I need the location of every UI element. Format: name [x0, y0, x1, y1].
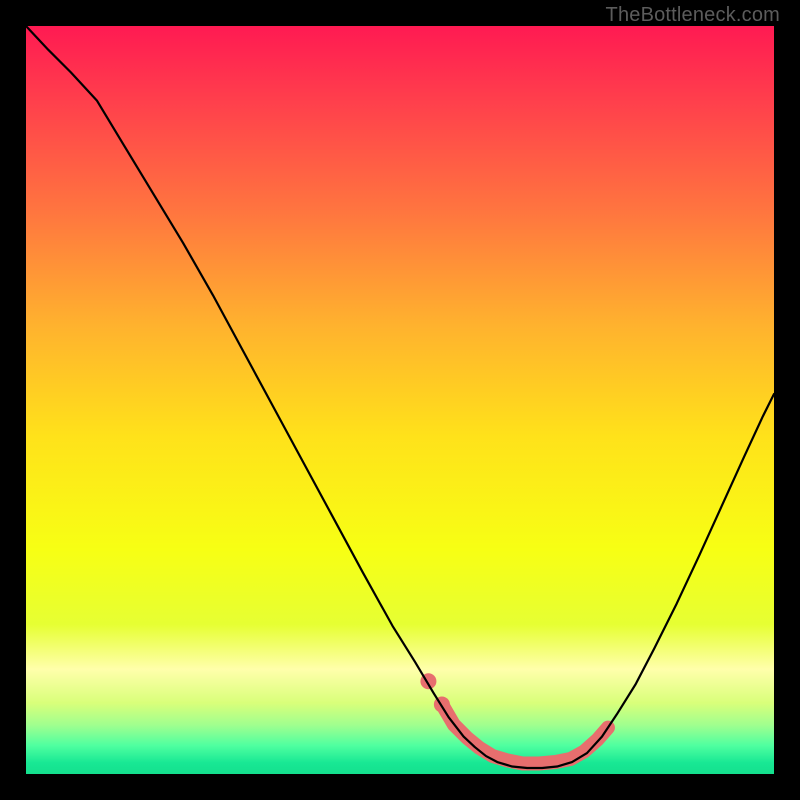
chart-container: TheBottleneck.com — [0, 0, 800, 800]
plot-overlay — [26, 26, 774, 774]
plot-area — [26, 26, 774, 774]
watermark-text: TheBottleneck.com — [606, 4, 780, 27]
main-curve — [26, 26, 774, 768]
